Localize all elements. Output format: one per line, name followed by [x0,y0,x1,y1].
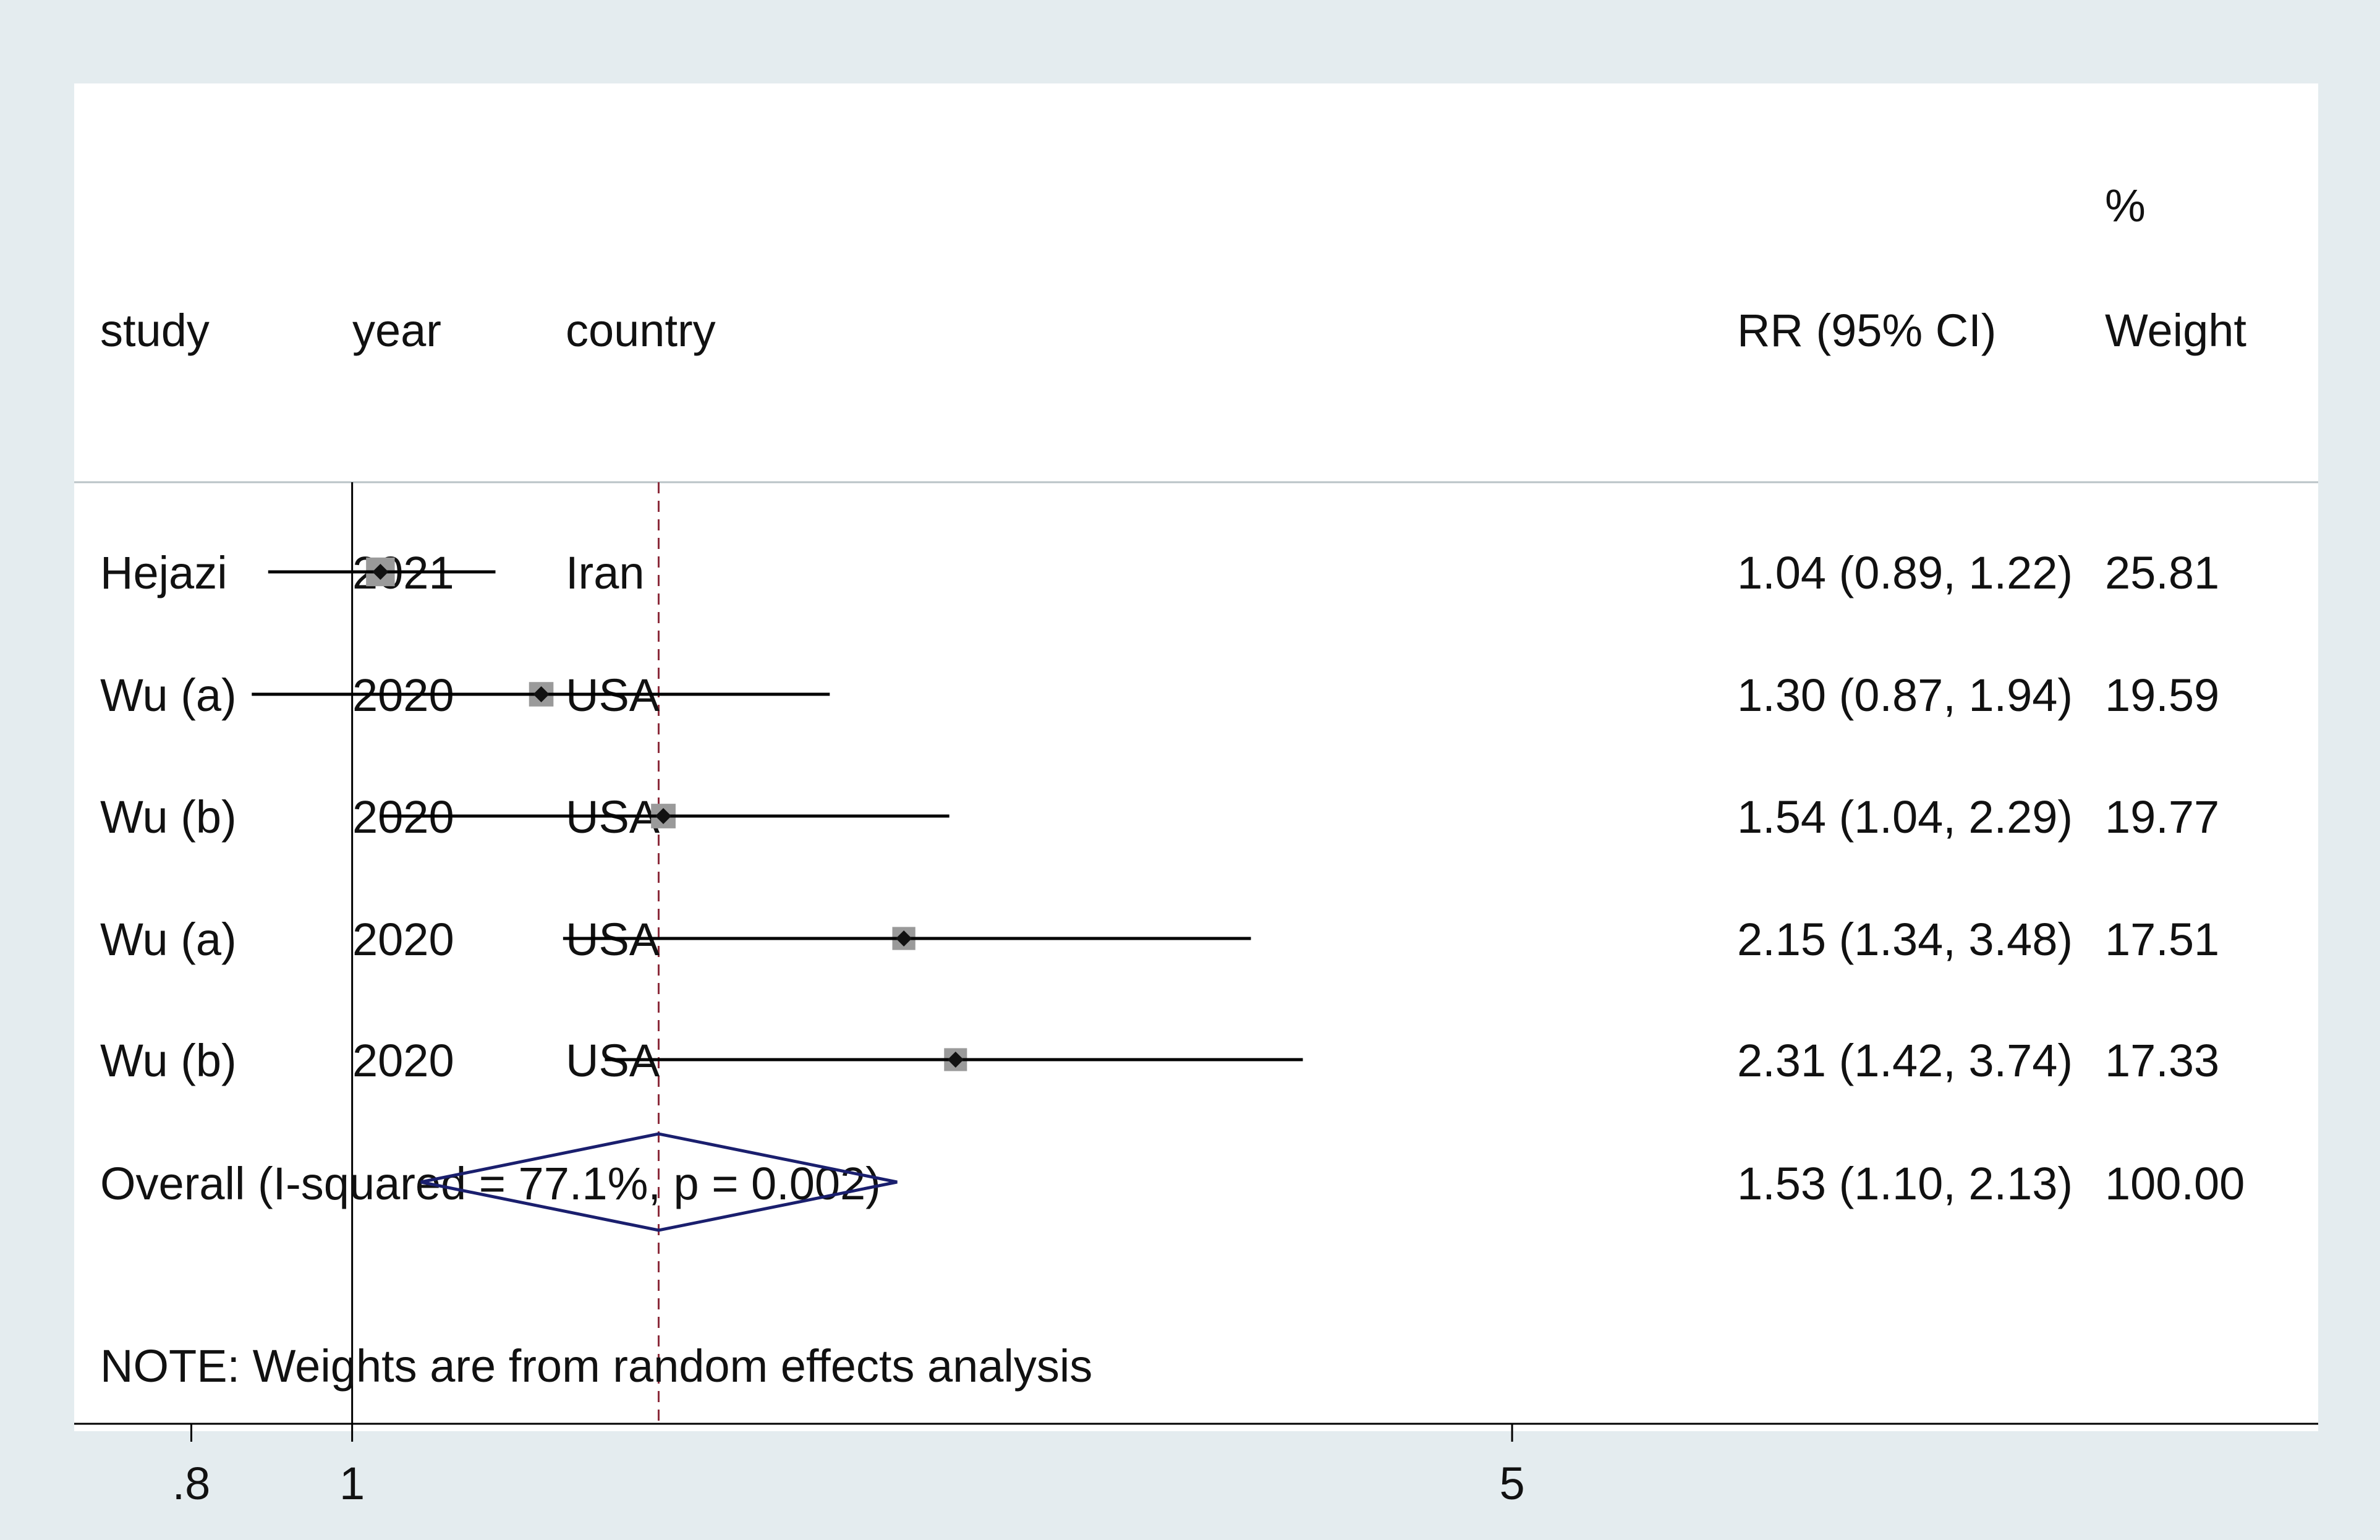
overall-label: Overall (I-squared = 77.1%, p = 0.002) [100,1158,881,1209]
study-ci: 1.54 (1.04, 2.29) [1737,791,2073,843]
header-weight-percent: % [2105,180,2146,231]
study-name: Wu (b) [100,791,237,843]
point-estimate-marker [947,1052,964,1068]
study-name: Hejazi [100,547,227,598]
header-study: study [100,305,210,356]
study-year: 2020 [352,914,454,965]
study-ci: 1.04 (0.89, 1.22) [1737,547,2073,598]
study-row: Wu (a) 2020 USA 1.30 (0.87, 1.94) 19.59 [100,670,2219,721]
study-ci: 2.31 (1.42, 3.74) [1737,1035,2073,1086]
study-ci: 1.30 (0.87, 1.94) [1737,670,2073,721]
study-row: Wu (a) 2020 USA 2.15 (1.34, 3.48) 17.51 [100,914,2219,965]
header-country: country [566,305,716,356]
point-estimate-marker [896,930,912,947]
x-tick-label: .8 [172,1458,211,1509]
study-weight: 17.33 [2105,1035,2219,1086]
footnote: NOTE: Weights are from random effects an… [100,1340,1092,1392]
study-weight: 19.59 [2105,670,2219,721]
header-year: year [352,305,441,356]
overall-weight: 100.00 [2105,1158,2245,1209]
study-name: Wu (a) [100,914,237,965]
study-ci: 2.15 (1.34, 3.48) [1737,914,2073,965]
x-tick-label: 1 [339,1458,365,1509]
study-weight: 17.51 [2105,914,2219,965]
study-country: Iran [566,547,645,598]
header-weight: Weight [2105,305,2246,356]
study-name: Wu (b) [100,1035,237,1086]
point-estimate-marker [533,686,550,702]
overall-ci: 1.53 (1.10, 2.13) [1737,1158,2073,1209]
x-tick-label: 5 [1499,1458,1524,1509]
point-estimate-marker [372,564,389,580]
x-axis-ticks: .8 1 5 [172,1424,1525,1509]
study-weight: 25.81 [2105,547,2219,598]
point-estimate-marker [655,808,672,824]
study-row: Wu (b) 2020 USA 1.54 (1.04, 2.29) 19.77 [100,791,2219,843]
header-ci: RR (95% CI) [1737,305,1996,356]
overall-diamond [420,1132,898,1232]
study-year: 2020 [352,1035,454,1086]
study-row: Hejazi 2021 Iran 1.04 (0.89, 1.22) 25.81 [100,547,2219,598]
plot-panel [74,83,2318,1431]
study-row: Wu (b) 2020 USA 2.31 (1.42, 3.74) 17.33 [100,1035,2219,1086]
study-weight: 19.77 [2105,791,2219,843]
study-name: Wu (a) [100,670,237,721]
